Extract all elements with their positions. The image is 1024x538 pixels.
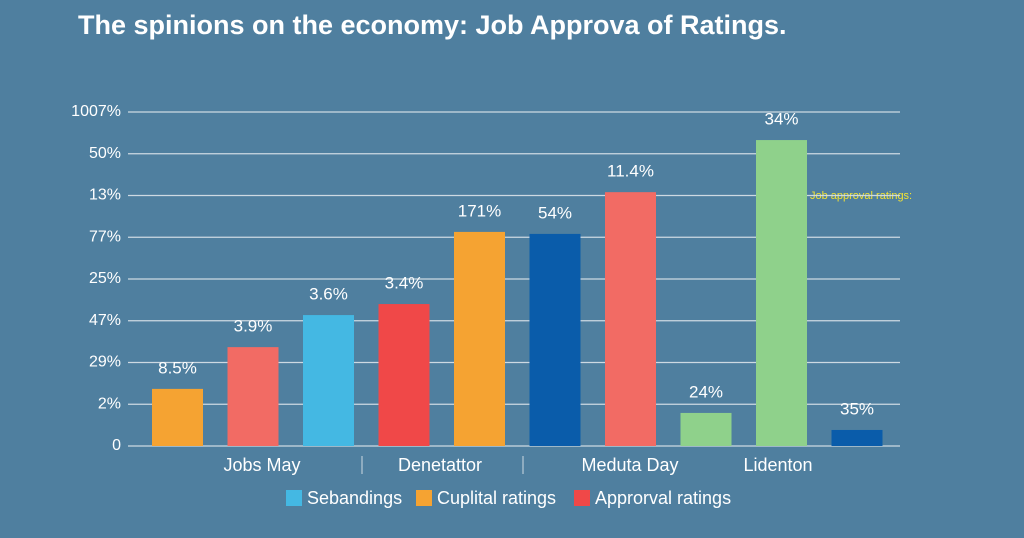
y-tick-label: 77% [89, 228, 121, 245]
y-tick-label: 13% [89, 187, 121, 204]
bar [605, 192, 656, 446]
bar [756, 140, 807, 446]
legend-label: Approrval ratings [595, 488, 731, 508]
y-tick-label: 50% [89, 145, 121, 162]
bar [378, 304, 430, 446]
y-tick-label: 0 [112, 437, 121, 454]
legend-swatch [286, 490, 302, 506]
y-tick-label: 47% [89, 312, 121, 329]
chart-title: The spinions on the economy: Job Approva… [78, 10, 787, 40]
y-tick-label: 2% [98, 395, 121, 412]
bar-text: 3.6% [309, 285, 348, 304]
bar-text: 3.4% [385, 274, 424, 293]
bar-text: 8.5% [158, 358, 197, 377]
y-tick-label: 25% [89, 270, 121, 287]
legend-swatch [416, 490, 432, 506]
x-group-label: Meduta Day [581, 455, 678, 475]
y-tick-label: 29% [89, 354, 121, 371]
legend-label: Sebandings [307, 488, 402, 508]
bar [227, 347, 279, 446]
legend-swatch [574, 490, 590, 506]
bar [152, 388, 203, 446]
x-group-label: Denetattor [398, 455, 482, 475]
bar [529, 233, 581, 446]
bar-text: 34% [764, 110, 798, 129]
bar [303, 315, 354, 446]
bar-text: 3.9% [234, 317, 273, 336]
bar-text: 24% [689, 382, 723, 401]
y-tick-label: 1007% [71, 103, 121, 120]
bar [680, 412, 732, 446]
x-group-label: Lidenton [743, 455, 812, 475]
legend-label: Cuplital ratings [437, 488, 556, 508]
bar-text: 171% [458, 201, 501, 220]
bar [831, 429, 883, 446]
bar-text: 11.4% [607, 162, 654, 181]
bar-text: 54% [538, 203, 572, 222]
x-group-label: Jobs May [223, 455, 300, 475]
bar [454, 231, 505, 446]
bar-text: 35% [840, 399, 874, 418]
